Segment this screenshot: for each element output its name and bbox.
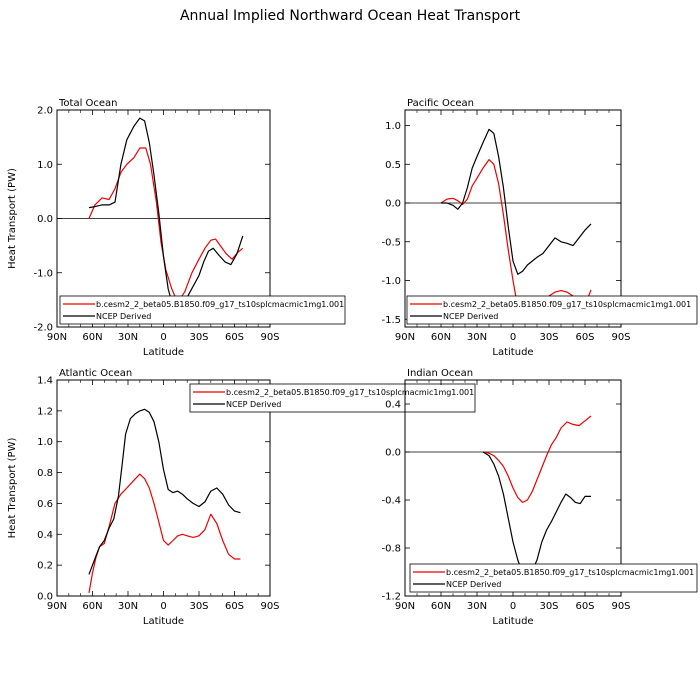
y-tick-label: 0.2 bbox=[37, 561, 53, 572]
y-tick-label: 0.0 bbox=[385, 199, 401, 210]
legend-label: b.cesm2_2_beta05.B1850.f09_g17_ts10splcm… bbox=[446, 568, 694, 577]
x-tick-label: 30S bbox=[189, 332, 208, 343]
x-tick-label: 60S bbox=[225, 332, 244, 343]
legend: b.cesm2_2_beta05.B1850.f09_g17_ts10splcm… bbox=[189, 383, 476, 413]
panel-indian-ocean: Indian Ocean 90N 60N 30N 0 30S 60S 90S 0.4 0.0 -0.… bbox=[381, 368, 698, 627]
x-tick-label: 90N bbox=[47, 601, 67, 612]
legend: b.cesm2_2_beta05.B1850.f09_g17_ts10splcm… bbox=[406, 295, 698, 325]
y-tick-label: 2.0 bbox=[37, 106, 53, 117]
legend-box bbox=[189, 383, 476, 413]
series-line-ncep bbox=[88, 408, 241, 575]
legend-box bbox=[406, 295, 698, 325]
series-group bbox=[482, 415, 592, 579]
y-tick-label: -1.0 bbox=[33, 268, 53, 279]
y-tick-label: 1.0 bbox=[385, 121, 401, 132]
x-tick-label: 30N bbox=[467, 601, 487, 612]
y-tick-label: -1.2 bbox=[381, 592, 401, 603]
y-tick-label: -1.0 bbox=[381, 276, 401, 287]
x-axis-label: Latitude bbox=[492, 616, 533, 627]
y-tick-label: 0.0 bbox=[37, 592, 53, 603]
x-tick-label: 0 bbox=[510, 601, 516, 612]
x-tick-label: 90S bbox=[260, 601, 279, 612]
x-tick-label: 0 bbox=[160, 332, 166, 343]
legend-label: b.cesm2_2_beta05.B1850.f09_g17_ts10splcm… bbox=[226, 388, 474, 397]
x-tick-label: 0 bbox=[510, 332, 516, 343]
x-axis-label: Latitude bbox=[143, 616, 184, 627]
x-tick-label: 30S bbox=[189, 601, 208, 612]
panel-title: Pacific Ocean bbox=[407, 98, 474, 109]
y-tick-label: 0.0 bbox=[385, 448, 401, 459]
x-tick-label: 30S bbox=[539, 601, 558, 612]
y-tick-label: -0.8 bbox=[381, 544, 401, 555]
x-tick-label: 90N bbox=[47, 332, 67, 343]
x-tick-label: 60S bbox=[575, 332, 594, 343]
legend-label: NCEP Derived bbox=[446, 580, 501, 589]
legend-box bbox=[409, 563, 698, 593]
x-tick-label: 30N bbox=[118, 332, 138, 343]
x-tick-label: 90S bbox=[260, 332, 279, 343]
panel-title: Total Ocean bbox=[58, 98, 118, 109]
series-line-ncep bbox=[88, 117, 244, 310]
x-tick-label: 60N bbox=[431, 601, 451, 612]
x-tick-label: 90N bbox=[395, 601, 415, 612]
x-axis-label: Latitude bbox=[492, 347, 533, 358]
series-line-model bbox=[88, 147, 244, 304]
x-tick-label: 30S bbox=[539, 332, 558, 343]
y-tick-label: 1.2 bbox=[37, 406, 53, 417]
series-line-ncep bbox=[441, 128, 592, 275]
y-tick-label: -0.4 bbox=[381, 496, 401, 507]
x-tick-label: 60S bbox=[575, 601, 594, 612]
x-axis-label: Latitude bbox=[143, 347, 184, 358]
series-group bbox=[88, 117, 244, 310]
y-axis-label: Heat Transport (PW) bbox=[7, 438, 18, 539]
x-tick-label: 60N bbox=[82, 601, 102, 612]
series-line-ncep bbox=[482, 451, 591, 579]
x-tick-label: 90N bbox=[395, 332, 415, 343]
y-tick-label: 1.0 bbox=[37, 160, 53, 171]
legend-label: b.cesm2_2_beta05.B1850.f09_g17_ts10splcm… bbox=[443, 300, 691, 309]
legend-label: NCEP Derived bbox=[443, 312, 498, 321]
series-group bbox=[88, 408, 241, 594]
x-tick-label: 60N bbox=[431, 332, 451, 343]
legend: b.cesm2_2_beta05.B1850.f09_g17_ts10splcm… bbox=[59, 295, 346, 325]
x-tick-label: 0 bbox=[160, 601, 166, 612]
x-tick-label: 30N bbox=[118, 601, 138, 612]
y-tick-label: 0.0 bbox=[37, 214, 53, 225]
panel-total-ocean: Total Ocean 90N 60N 30N 0 30S 60S 90S 2.0 1.0 0.0 -… bbox=[7, 98, 346, 358]
figure-title: Annual Implied Northward Ocean Heat Tran… bbox=[180, 8, 521, 24]
panel-atlantic-ocean: Atlantic Ocean 90N 60N 30N 0 30S 60S 90S 1.4 1.2 1… bbox=[7, 368, 476, 627]
y-tick-label: -1.5 bbox=[381, 315, 401, 326]
panel-title: Indian Ocean bbox=[407, 368, 473, 379]
panel-pacific-ocean: Pacific Ocean 90N 60N 30N 0 30S 60S 90S 1.0 0.5 0.… bbox=[381, 98, 698, 358]
series-line-model bbox=[88, 473, 241, 594]
x-tick-label: 60N bbox=[82, 332, 102, 343]
y-tick-label: 0.6 bbox=[37, 499, 53, 510]
y-tick-label: 1.4 bbox=[37, 376, 53, 387]
y-tick-label: 0.8 bbox=[37, 468, 53, 479]
series-line-model bbox=[440, 159, 592, 317]
y-tick-label: -2.0 bbox=[33, 323, 53, 334]
y-tick-label: 0.4 bbox=[37, 530, 53, 541]
x-tick-label: 90S bbox=[611, 332, 630, 343]
legend-box bbox=[59, 295, 346, 325]
y-tick-label: 0.4 bbox=[385, 400, 401, 411]
y-tick-label: 1.0 bbox=[37, 437, 53, 448]
x-tick-label: 90S bbox=[611, 601, 630, 612]
series-line-model bbox=[482, 415, 592, 503]
panel-title: Atlantic Ocean bbox=[59, 368, 132, 379]
series-group bbox=[440, 128, 592, 317]
legend-label: NCEP Derived bbox=[96, 312, 151, 321]
y-axis-label: Heat Transport (PW) bbox=[7, 168, 18, 269]
legend-label: b.cesm2_2_beta05.B1850.f09_g17_ts10splcm… bbox=[96, 300, 344, 309]
y-tick-label: -0.5 bbox=[381, 237, 401, 248]
x-tick-label: 60S bbox=[225, 601, 244, 612]
legend: b.cesm2_2_beta05.B1850.f09_g17_ts10splcm… bbox=[409, 563, 698, 593]
y-tick-label: 0.5 bbox=[385, 160, 401, 171]
legend-label: NCEP Derived bbox=[226, 400, 281, 409]
x-tick-label: 30N bbox=[467, 332, 487, 343]
